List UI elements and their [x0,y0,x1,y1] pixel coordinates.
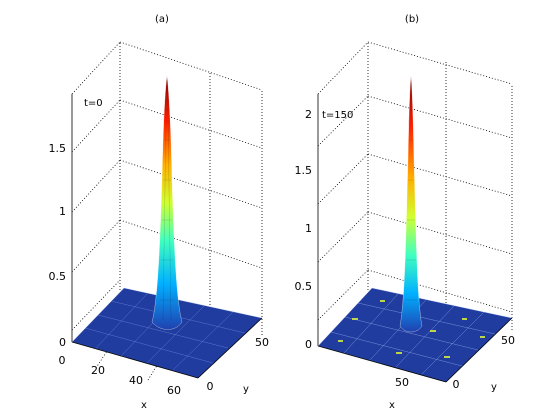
panel-a-x-tick: 20 [91,364,105,377]
panel-a-ylabel: y [243,384,249,395]
panel-b-x-tick: 0 [453,378,460,391]
panel-a-peak [151,75,183,330]
panel-b-xlabel: x [389,400,395,411]
panel-b-z-tick: 1.5 [295,164,313,177]
panel-b-z-tick: 0 [305,338,312,351]
panel-a-y-tick: 0 [207,380,214,393]
panel-b-x-tick: 50 [395,376,409,389]
panel-b: (b) [295,14,516,411]
panel-a-z-tick: 1.5 [49,142,67,155]
panel-a-z-tick: 1 [59,205,66,218]
panel-a-annotation: t=0 [84,98,103,109]
panel-b-z-tick: 1 [305,222,312,235]
panel-b-peak-mesh [405,109,417,301]
panel-a-xlabel: x [141,400,147,411]
panel-a-title: (a) [155,14,169,25]
panel-b-y-tick: 50 [501,334,515,347]
panel-a-floor-mesh [84,292,246,372]
panel-b-ylabel: y [491,382,497,393]
panel-a-peak-mesh [160,109,174,321]
panel-a-x-tick: 40 [129,374,143,387]
panel-a-x-axis [71,341,199,379]
panel-a: (a) [49,14,270,411]
panel-b-x-axis [317,345,447,383]
panel-b-title: (b) [405,14,419,25]
panel-b-annotation: t=150 [322,110,353,121]
panel-b-z-tick: 0.5 [295,280,313,293]
panel-b-z-tick: 2 [305,108,312,121]
panel-b-grid [317,41,513,330]
panel-a-z-tick: 0.5 [49,270,67,283]
panel-a-x-tick: 0 [59,354,66,367]
panel-a-x-tick: 60 [167,384,181,397]
panel-b-peak [399,75,423,333]
panel-b-floor-noise [338,300,485,358]
panel-a-z-tick: 0 [59,336,66,349]
panel-a-y-tick: 50 [255,336,269,349]
panel-b-floor-mesh [330,293,496,375]
panel-b-y-axis [445,317,513,383]
panel-a-y-axis [197,317,263,379]
